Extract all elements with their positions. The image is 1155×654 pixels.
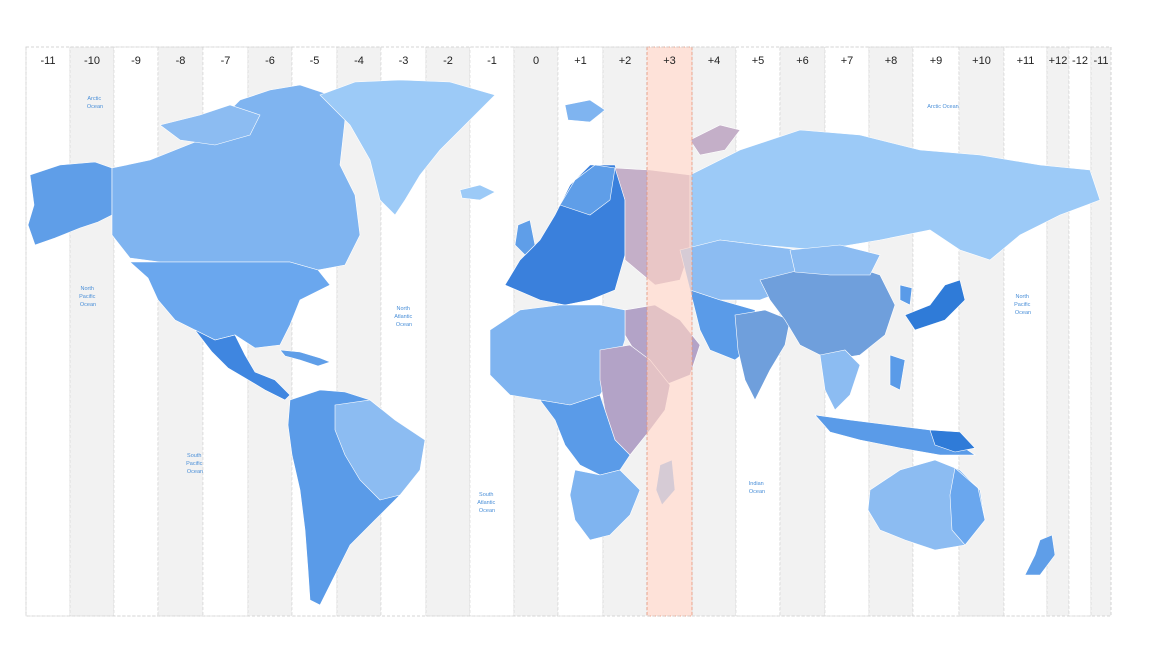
land-masses (27, 79, 1101, 606)
time-zone-label[interactable]: +10 (972, 55, 991, 67)
japan (904, 279, 966, 331)
time-zone-stripe (69, 46, 115, 617)
time-zone-label[interactable]: -2 (443, 55, 453, 67)
greenland (319, 79, 496, 216)
arctic-ocean-label-east: Arctic Ocean (927, 104, 958, 110)
map-frame (25, 46, 1112, 617)
time-zone-stripe (1068, 46, 1092, 617)
time-zone-label[interactable]: -5 (310, 55, 320, 67)
russia-east (689, 129, 1101, 261)
time-zone-label[interactable]: +8 (885, 55, 898, 67)
uk-ireland (514, 219, 536, 256)
caribbean (279, 349, 331, 367)
time-zone-label[interactable]: +7 (841, 55, 854, 67)
north-pacific-label-west: North Pacific Ocean (79, 286, 97, 308)
time-zone-label[interactable]: +3 (663, 55, 676, 67)
time-zone-labels: -11 -10 -9 -8 -7 -6 -5 -4 -3 -2 -1 0 +1 +2 +3 +4 +5 +6 +7 +… (40, 55, 1108, 67)
south-pacific-label: South Pacific Ocean (186, 453, 204, 475)
arctic-islands (159, 104, 261, 146)
new-zealand (1024, 534, 1056, 576)
philippines (889, 354, 906, 391)
alaska (27, 161, 113, 246)
time-zone-label[interactable]: +2 (619, 55, 632, 67)
time-zone-label[interactable]: -10 (84, 55, 100, 67)
time-zone-label[interactable]: -11 (1093, 55, 1108, 67)
time-zone-label[interactable]: -4 (354, 55, 364, 67)
time-zone-label[interactable]: -9 (131, 55, 141, 67)
time-zone-stripe (1090, 46, 1112, 617)
north-pacific-label-east: North Pacific Ocean (1014, 294, 1032, 316)
time-zone-label[interactable]: -7 (221, 55, 231, 67)
time-zone-label[interactable]: +1 (574, 55, 587, 67)
ocean-labels: Arctic Ocean Arctic Ocean North Pacific … (79, 96, 1032, 514)
time-zone-label[interactable]: +12 (1049, 55, 1068, 67)
north-atlantic-label: North Atlantic Ocean (394, 306, 414, 328)
iceland (459, 184, 496, 201)
time-zone-stripe (113, 46, 159, 617)
time-zone-label[interactable]: -6 (265, 55, 275, 67)
central-africa (539, 394, 631, 476)
southern-africa (569, 469, 641, 541)
highlighted-zone-band[interactable] (646, 46, 693, 617)
time-zone-label[interactable]: +11 (1017, 55, 1035, 67)
time-zone-label[interactable]: -3 (399, 55, 409, 67)
arctic-archipelago-east (564, 99, 606, 123)
highlighted-zone-overlay (646, 46, 693, 617)
mexico-central-america (194, 329, 291, 401)
india (734, 309, 791, 401)
time-zone-label[interactable]: +5 (752, 55, 765, 67)
novaya-zemlya (689, 124, 741, 156)
papua-new-guinea (929, 429, 976, 453)
time-zone-label[interactable]: +6 (796, 55, 809, 67)
time-zone-label[interactable]: -8 (176, 55, 186, 67)
indian-ocean-label: Indian Ocean (749, 481, 766, 495)
time-zone-label[interactable]: -11 (40, 55, 55, 67)
time-zone-stripe (25, 46, 71, 617)
south-atlantic-label: South Atlantic Ocean (477, 492, 497, 514)
arctic-ocean-label-west: Arctic Ocean (87, 96, 103, 110)
southeast-asia (819, 349, 861, 411)
time-zone-label[interactable]: 0 (533, 55, 539, 67)
united-states (129, 261, 331, 349)
brazil (334, 399, 426, 501)
time-zone-label[interactable]: +9 (930, 55, 943, 67)
mongolia (789, 244, 881, 276)
time-zone-label[interactable]: -1 (487, 55, 497, 67)
time-zone-stripe (1003, 46, 1048, 617)
time-zone-label[interactable]: -12 (1072, 55, 1088, 67)
time-zone-stripe (1046, 46, 1070, 617)
korea (899, 284, 913, 306)
australia-east (949, 467, 986, 546)
time-zone-label[interactable]: +4 (708, 55, 721, 67)
